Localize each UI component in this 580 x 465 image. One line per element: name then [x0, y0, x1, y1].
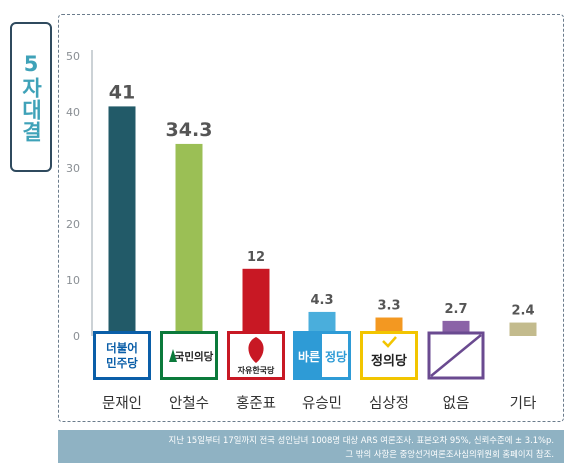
footnote-line-1: 지난 15일부터 17일까지 전국 성인남녀 1008명 대상 ARS 여론조사… [168, 435, 554, 445]
logo-text: 자유한국당 [238, 365, 275, 375]
x-tick-label: 없음 [443, 395, 470, 412]
title-box: 5자대결 [10, 22, 52, 172]
data-label: 12 [247, 250, 265, 265]
data-label: 34.3 [166, 119, 213, 141]
sprout-icon [169, 349, 177, 362]
flame-icon [248, 337, 264, 363]
logo-text: 바른 [298, 349, 320, 364]
chart-frame [58, 14, 564, 422]
logo-text: 더불어 [106, 341, 138, 355]
logo-inner-panel [96, 334, 148, 377]
logo-text: 정의당 [371, 353, 407, 369]
y-tick-label: 10 [66, 274, 80, 287]
data-label: 2.4 [511, 304, 534, 319]
bar [509, 322, 537, 336]
data-label: 3.3 [377, 299, 400, 314]
x-tick-label: 안철수 [169, 395, 209, 412]
slash-icon [430, 334, 482, 377]
x-tick-label: 문재인 [102, 395, 142, 412]
x-tick-label: 기타 [510, 395, 537, 412]
x-tick-label: 홍준표 [236, 395, 276, 412]
y-tick-label: 20 [66, 218, 80, 231]
logo-half-panel [296, 334, 322, 377]
logo-text: 정당 [325, 349, 347, 364]
bar [242, 268, 270, 336]
y-tick-label: 30 [66, 162, 80, 175]
data-label: 2.7 [444, 302, 467, 317]
check-icon [382, 336, 397, 348]
survey-footnote: 지난 15일부터 17일까지 전국 성인남녀 1008명 대상 ARS 여론조사… [58, 430, 564, 463]
x-tick-label: 유승민 [302, 395, 342, 412]
x-tick-label: 심상정 [369, 395, 409, 412]
chart-title: 5자대결 [19, 51, 43, 143]
logo-inner-panel [363, 334, 415, 377]
y-tick-label: 0 [73, 330, 80, 343]
y-tick-label: 50 [66, 50, 80, 63]
y-tick-label: 40 [66, 106, 80, 119]
data-label: 41 [109, 81, 135, 103]
footnote-line-2: 그 밖의 사항은 중앙선거여론조사심의위원회 홈페이지 참조. [345, 449, 554, 459]
bar [175, 143, 203, 336]
bar [108, 106, 136, 337]
data-label: 4.3 [310, 293, 333, 308]
logo-text: 민주당 [106, 356, 138, 370]
logo-text: 국민의당 [175, 350, 214, 363]
